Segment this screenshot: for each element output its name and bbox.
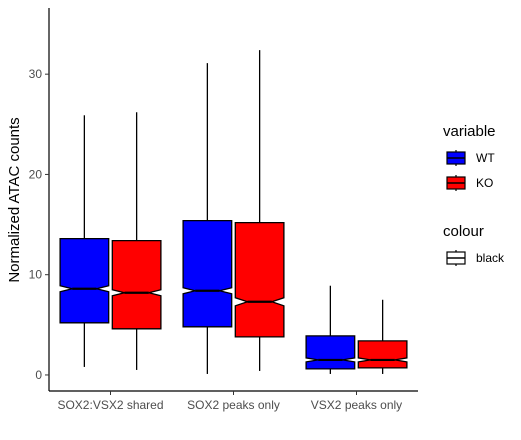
legend: variable WT KO colour black — [443, 123, 505, 266]
box-wt — [305, 285, 356, 374]
legend-title: variable — [443, 123, 496, 140]
legend-title: colour — [443, 223, 484, 240]
box-wt — [59, 115, 110, 367]
legend-label: WT — [476, 151, 495, 165]
box-wt — [182, 63, 233, 374]
x-tick-label: SOX2 peaks only — [187, 398, 280, 412]
x-tick-label: SOX2:VSX2 shared — [57, 398, 163, 412]
legend-key — [446, 250, 466, 266]
plot-area: 0 10 20 30 SOX2:VSX2 shared SOX2 peaks only VS… — [29, 8, 418, 412]
box-ko — [234, 50, 285, 371]
y-tick-label: 10 — [29, 268, 43, 282]
box-body — [305, 335, 356, 370]
legend-key — [446, 150, 466, 166]
legend-label: black — [476, 251, 505, 265]
box-body — [111, 239, 162, 330]
y-tick-label: 30 — [29, 67, 43, 81]
legend-key — [446, 175, 466, 191]
box-body — [234, 221, 285, 338]
box-ko — [357, 299, 408, 374]
box-body — [59, 237, 110, 324]
box-body — [357, 340, 408, 369]
box-ko — [111, 112, 162, 370]
box-body — [182, 219, 233, 328]
y-tick-label: 20 — [29, 167, 43, 181]
x-tick-label: VSX2 peaks only — [311, 398, 402, 412]
y-tick-label: 0 — [35, 368, 42, 382]
y-axis-title: Normalized ATAC counts — [6, 117, 23, 282]
legend-label: KO — [476, 176, 493, 190]
